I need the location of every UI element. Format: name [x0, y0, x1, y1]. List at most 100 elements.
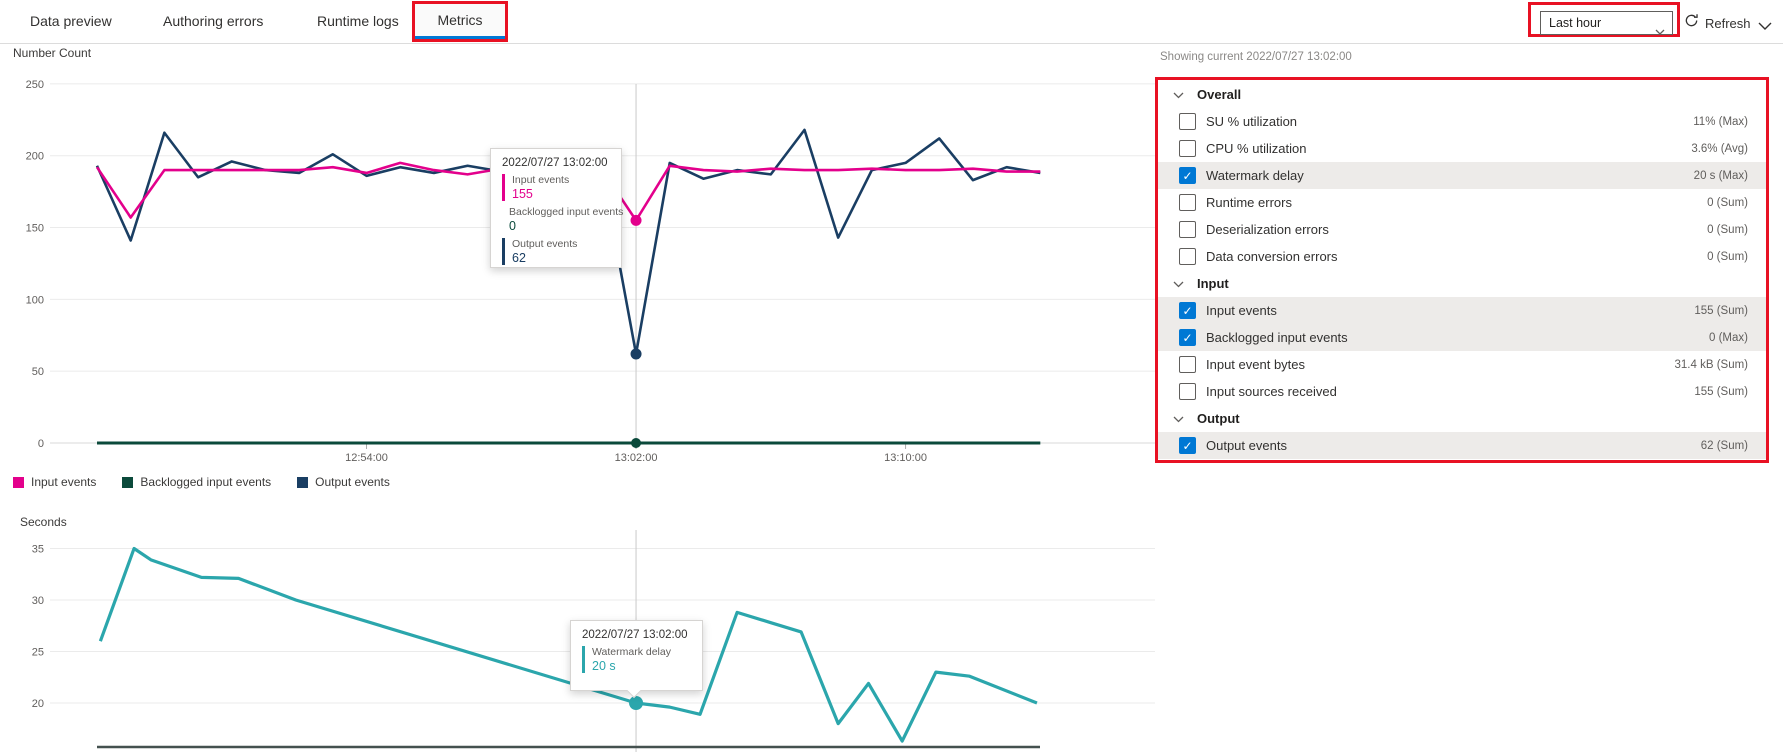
- tooltip-entry: Input events 155: [502, 174, 610, 201]
- main-y-axis-label: 200: [26, 151, 44, 163]
- metric-value: 0 (Sum): [1707, 196, 1748, 209]
- refresh-icon: [1684, 13, 1699, 33]
- metric-checkbox[interactable]: [1179, 383, 1196, 400]
- tooltip-date: 2022/07/27 13:02:00: [502, 157, 608, 169]
- tooltip-series-bar: [502, 174, 505, 201]
- tooltip-series-value: 20 s: [592, 659, 616, 673]
- tooltip-series-label: Backlogged input events: [509, 206, 624, 218]
- highlight-dot: [630, 214, 642, 226]
- tooltip-series-label: Input events: [512, 174, 570, 186]
- metric-checkbox[interactable]: [1179, 113, 1196, 130]
- tooltip-series-label: Watermark delay: [592, 646, 671, 658]
- metric-row[interactable]: ✓ Backlogged input events 0 (Max): [1158, 324, 1766, 351]
- metric-value: 31.4 kB (Sum): [1674, 358, 1749, 371]
- time-range-highlight-box: Last hour: [1528, 2, 1680, 37]
- metric-checkbox[interactable]: ✓: [1179, 302, 1196, 319]
- tab-authoring-errors[interactable]: Authoring errors: [163, 13, 264, 29]
- tab-metrics[interactable]: Metrics: [415, 4, 505, 39]
- metric-checkbox[interactable]: [1179, 221, 1196, 238]
- metric-checkbox[interactable]: [1179, 356, 1196, 373]
- metric-value: 0 (Sum): [1707, 250, 1748, 263]
- metrics-panel: Overall SU % utilization 11% (Max) CPU % ut…: [1155, 77, 1769, 463]
- metric-value: 11% (Max): [1693, 115, 1748, 128]
- main-chart-title: Number Count: [13, 46, 92, 60]
- metric-row[interactable]: Runtime errors 0 (Sum): [1158, 189, 1766, 216]
- metric-group-header[interactable]: Output: [1158, 405, 1766, 432]
- tab-bar: Data preview Authoring errors Runtime lo…: [0, 0, 1783, 44]
- bottom-y-axis-label: 25: [32, 647, 44, 659]
- metric-group-header[interactable]: Input: [1158, 270, 1766, 297]
- metrics-tab-highlight-box: Metrics: [412, 1, 508, 42]
- metric-label: CPU % utilization: [1206, 141, 1307, 156]
- metric-checkbox[interactable]: ✓: [1179, 167, 1196, 184]
- main-x-axis-label: 13:02:00: [615, 452, 658, 464]
- legend-item[interactable]: Output events: [297, 475, 390, 489]
- showing-current-label: Showing current 2022/07/27 13:02:00: [1160, 51, 1352, 63]
- time-range-select[interactable]: Last hour: [1540, 11, 1673, 35]
- metric-checkbox[interactable]: [1179, 194, 1196, 211]
- metric-checkbox[interactable]: ✓: [1179, 329, 1196, 346]
- refresh-button[interactable]: Refresh: [1684, 13, 1751, 33]
- legend-swatch: [297, 476, 309, 488]
- metric-row[interactable]: Input event bytes 31.4 kB (Sum): [1158, 351, 1766, 378]
- main-chart-legend: Input events Backlogged input events Outpu…: [13, 475, 390, 489]
- chevron-down-icon: [1655, 20, 1665, 42]
- metric-row[interactable]: Deserialization errors 0 (Sum): [1158, 216, 1766, 243]
- tooltip-series-label: Output events: [512, 238, 578, 250]
- metric-checkbox[interactable]: [1179, 140, 1196, 157]
- metric-row[interactable]: Data conversion errors 0 (Sum): [1158, 243, 1766, 270]
- metric-group-header[interactable]: Overall: [1158, 81, 1766, 108]
- legend-label: Input events: [31, 475, 97, 489]
- metric-checkbox[interactable]: ✓: [1179, 437, 1196, 454]
- metric-row[interactable]: ✓ Input events 155 (Sum): [1158, 297, 1766, 324]
- metric-label: Deserialization errors: [1206, 222, 1329, 237]
- metric-label: Backlogged input events: [1206, 330, 1348, 345]
- legend-item[interactable]: Input events: [13, 475, 96, 489]
- highlight-dot: [631, 438, 642, 448]
- tooltip-entry: Backlogged input events 0: [502, 206, 623, 233]
- metric-label: Data conversion errors: [1206, 249, 1338, 264]
- metric-value: 0 (Max): [1709, 331, 1748, 344]
- tooltip-series-bar: [502, 238, 505, 265]
- watermark-highlight-dot: [629, 696, 644, 710]
- metric-value: 62 (Sum): [1700, 439, 1748, 452]
- main-chart-tooltip: 2022/07/27 13:02:00 Input events 155 Backl…: [490, 148, 623, 268]
- collapse-chevron-icon[interactable]: [1758, 17, 1772, 35]
- bottom-chart-title: Seconds: [20, 515, 67, 529]
- metric-row[interactable]: ✓ Output events 62 (Sum): [1158, 432, 1766, 459]
- tab-runtime-logs[interactable]: Runtime logs: [317, 13, 399, 29]
- legend-label: Backlogged input events: [140, 475, 272, 489]
- metric-value: 3.6% (Avg): [1691, 142, 1748, 155]
- time-range-value: Last hour: [1549, 16, 1602, 30]
- metric-row[interactable]: ✓ Watermark delay 20 s (Max): [1158, 162, 1766, 189]
- legend-label: Output events: [315, 475, 390, 489]
- tooltip-series-bar: [582, 646, 585, 673]
- watermark-delay-line: [98, 546, 1038, 743]
- chevron-down-icon: [1173, 86, 1184, 104]
- metric-value: 0 (Sum): [1707, 223, 1748, 236]
- bottom-y-axis-label: 20: [32, 698, 44, 710]
- metric-value: 20 s (Max): [1693, 169, 1748, 182]
- main-y-axis-label: 0: [38, 438, 44, 450]
- tab-data-preview[interactable]: Data preview: [30, 13, 112, 29]
- metric-label: Input events: [1206, 303, 1277, 318]
- metric-label: Runtime errors: [1206, 195, 1292, 210]
- tooltip-date: 2022/07/27 13:02:00: [582, 629, 688, 641]
- metric-row[interactable]: Input sources received 155 (Sum): [1158, 378, 1766, 405]
- tooltip-entry: Output events 62: [502, 238, 610, 265]
- metric-label: Watermark delay: [1206, 168, 1304, 183]
- metric-row[interactable]: SU % utilization 11% (Max): [1158, 108, 1766, 135]
- metric-row[interactable]: CPU % utilization 3.6% (Avg): [1158, 135, 1766, 162]
- metric-label: SU % utilization: [1206, 114, 1298, 129]
- metric-checkbox[interactable]: [1179, 248, 1196, 265]
- highlight-dot: [630, 348, 642, 360]
- main-x-axis-label: 13:10:00: [884, 452, 927, 464]
- main-y-axis-label: 100: [26, 294, 44, 306]
- refresh-label: Refresh: [1705, 15, 1751, 31]
- bottom-y-axis-label: 30: [32, 595, 44, 607]
- legend-item[interactable]: Backlogged input events: [122, 475, 271, 489]
- tooltip-series-value: 155: [512, 187, 533, 201]
- legend-swatch: [13, 476, 24, 488]
- watermark-tooltip: 2022/07/27 13:02:00 Watermark delay 20 s: [570, 620, 703, 699]
